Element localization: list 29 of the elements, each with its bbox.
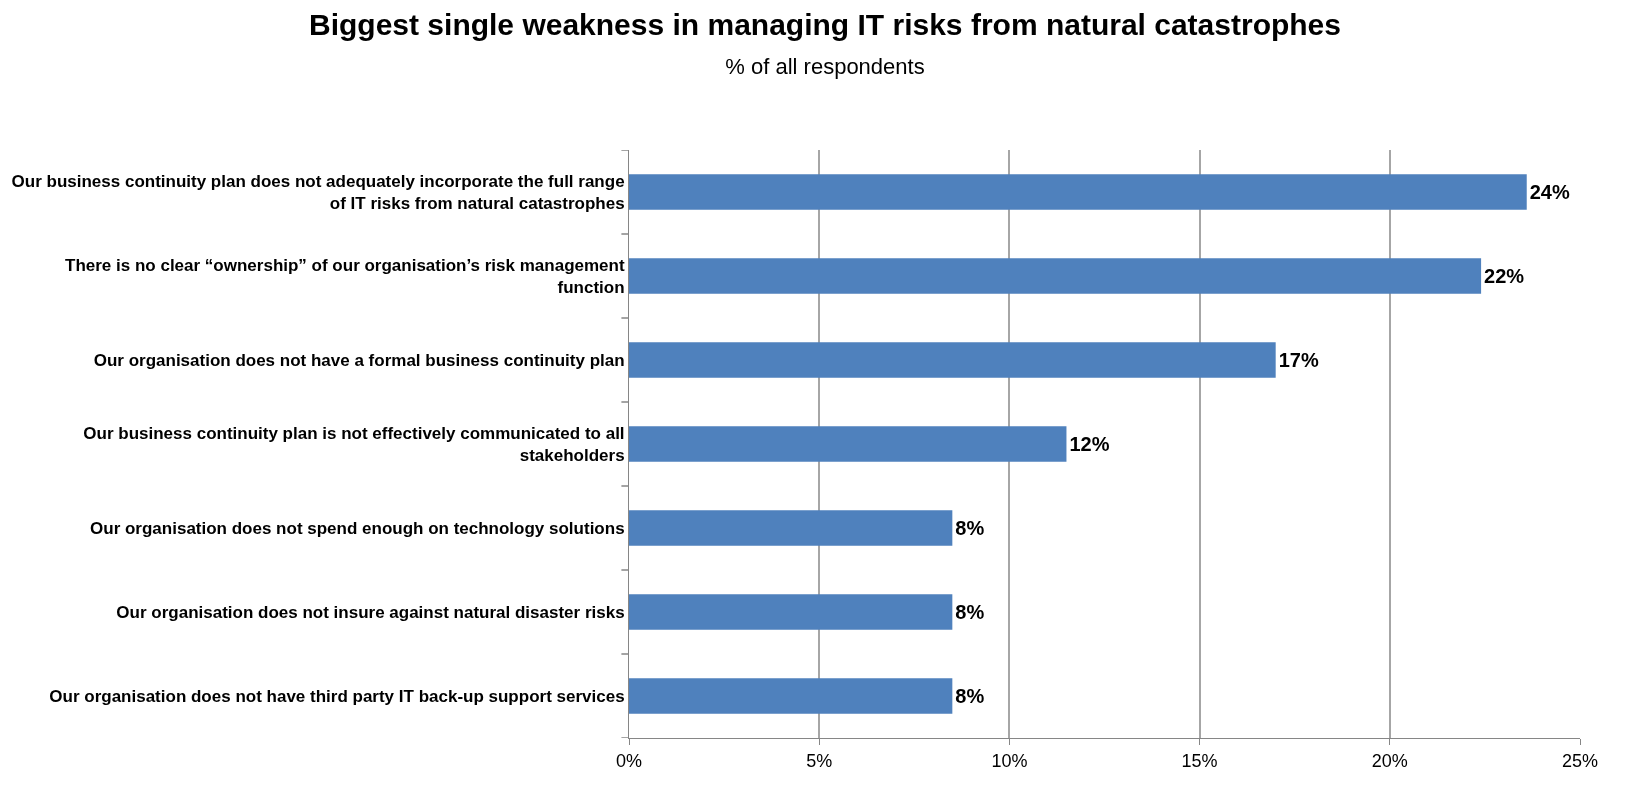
bar: [629, 258, 1482, 294]
bar: [629, 174, 1527, 210]
bar: [629, 342, 1276, 378]
x-tick-label: 15%: [1181, 750, 1218, 771]
y-tick-label: Our business continuity plan is not effectively communicated to all stakeholders: [83, 423, 625, 465]
y-tick-label: Our organisation does not spend enough on technology solutions: [90, 518, 625, 538]
y-tick-label: Our business continuity plan does not adequately incorporate the full range of IT risks from natural catastrophes: [11, 171, 625, 213]
data-label: 12%: [1069, 433, 1110, 455]
x-tick-label: 25%: [1561, 750, 1599, 771]
bar: [629, 678, 953, 714]
y-tick-label: Our organisation does not have a formal business continuity plan: [93, 350, 625, 370]
bar: [629, 426, 1067, 462]
data-label: 24%: [1529, 181, 1570, 203]
bar: [629, 594, 953, 630]
bar: [629, 510, 953, 546]
x-tick-label: 20%: [1371, 750, 1408, 771]
data-label: 22%: [1484, 265, 1525, 287]
x-tick-label: 5%: [806, 750, 833, 771]
data-label: 8%: [955, 517, 985, 539]
y-tick-label: There is no clear “ownership” of our organisation’s risk management function: [65, 255, 625, 297]
data-label: 17%: [1278, 349, 1319, 371]
chart-subtitle: % of all respondents: [725, 54, 925, 80]
y-tick-label: Our organisation does not insure against natural disaster risks: [116, 602, 625, 622]
data-label: 8%: [955, 685, 985, 707]
x-tick-label: 10%: [991, 750, 1028, 771]
y-tick-label: Our organisation does not have third party IT back-up support services: [49, 686, 625, 706]
chart-title: Biggest single weakness in managing IT risks from natural catastrophes: [309, 8, 1341, 42]
x-tick-label: 0%: [615, 750, 643, 771]
data-label: 8%: [955, 601, 985, 623]
